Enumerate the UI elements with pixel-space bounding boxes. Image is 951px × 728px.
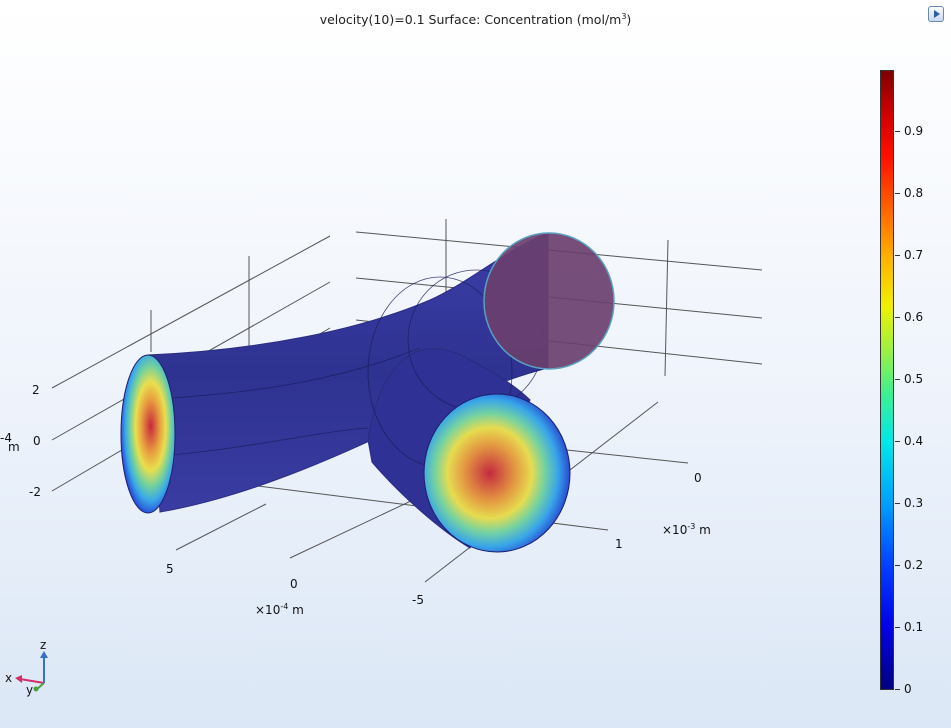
colorbar-tick-mark — [895, 317, 900, 318]
x-tick-5: 5 — [166, 562, 174, 576]
colorbar-tick-mark — [895, 379, 900, 380]
colorbar-tick-mark — [895, 503, 900, 504]
colorbar-tick-mark — [895, 441, 900, 442]
colorbar-tick-mark — [895, 131, 900, 132]
colorbar-tick-label: 0.5 — [904, 372, 924, 386]
y-tick-1: 1 — [615, 537, 623, 551]
colorbar-tick-mark — [895, 627, 900, 628]
colorbar-tick-label: 0.4 — [904, 434, 924, 448]
colorbar-tick-label: 0.2 — [904, 558, 924, 572]
colorbar-tick-label: 0.7 — [904, 248, 924, 262]
colorbar-tick-label: 0.3 — [904, 496, 924, 510]
z-tick-neg2: -2 — [29, 485, 41, 499]
y-unit-label: ×10-3 m — [662, 522, 711, 537]
y-tick-0: 0 — [694, 471, 702, 485]
outlet-face — [483, 232, 615, 370]
colorbar-tick-mark — [895, 689, 900, 690]
triad-y-label: y — [26, 683, 33, 697]
z-tick-0: 0 — [33, 434, 41, 448]
left-inlet-face — [120, 354, 176, 514]
triad-z-label: z — [40, 638, 46, 652]
plot-title: velocity(10)=0.1 Surface: Concentration … — [319, 12, 632, 28]
x-tick-0: 0 — [290, 577, 298, 591]
axis-orientation-triad: z x y — [5, 638, 48, 697]
colorbar-tick-label: 0.6 — [904, 310, 924, 324]
z-unit-exp: -4 — [0, 431, 12, 445]
bottom-inlet-face — [423, 393, 571, 553]
colorbar-tick-label: 0.8 — [904, 186, 924, 200]
colorbar-tick-mark — [895, 565, 900, 566]
z-unit: m — [8, 440, 20, 454]
z-tick-2: 2 — [32, 383, 40, 397]
colorbar-tick-label: 0.1 — [904, 620, 924, 634]
colorbar-tick-mark — [895, 193, 900, 194]
colorbar-tick-mark — [895, 255, 900, 256]
x-tick-neg5: -5 — [412, 593, 424, 607]
colorbar-tick-label: 0.9 — [904, 124, 924, 138]
colorbar-tick-label: 0 — [904, 682, 912, 696]
x-unit-label: ×10-4 m — [255, 602, 304, 617]
triad-x-label: x — [5, 671, 12, 685]
export-play-icon[interactable] — [928, 6, 944, 22]
colorbar — [880, 70, 894, 690]
